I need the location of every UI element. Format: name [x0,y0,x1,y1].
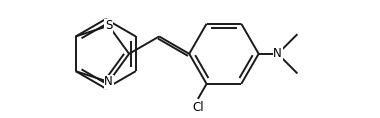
Text: Cl: Cl [192,101,204,114]
Text: S: S [105,19,112,32]
Text: N: N [105,75,113,88]
Text: N: N [273,47,282,60]
